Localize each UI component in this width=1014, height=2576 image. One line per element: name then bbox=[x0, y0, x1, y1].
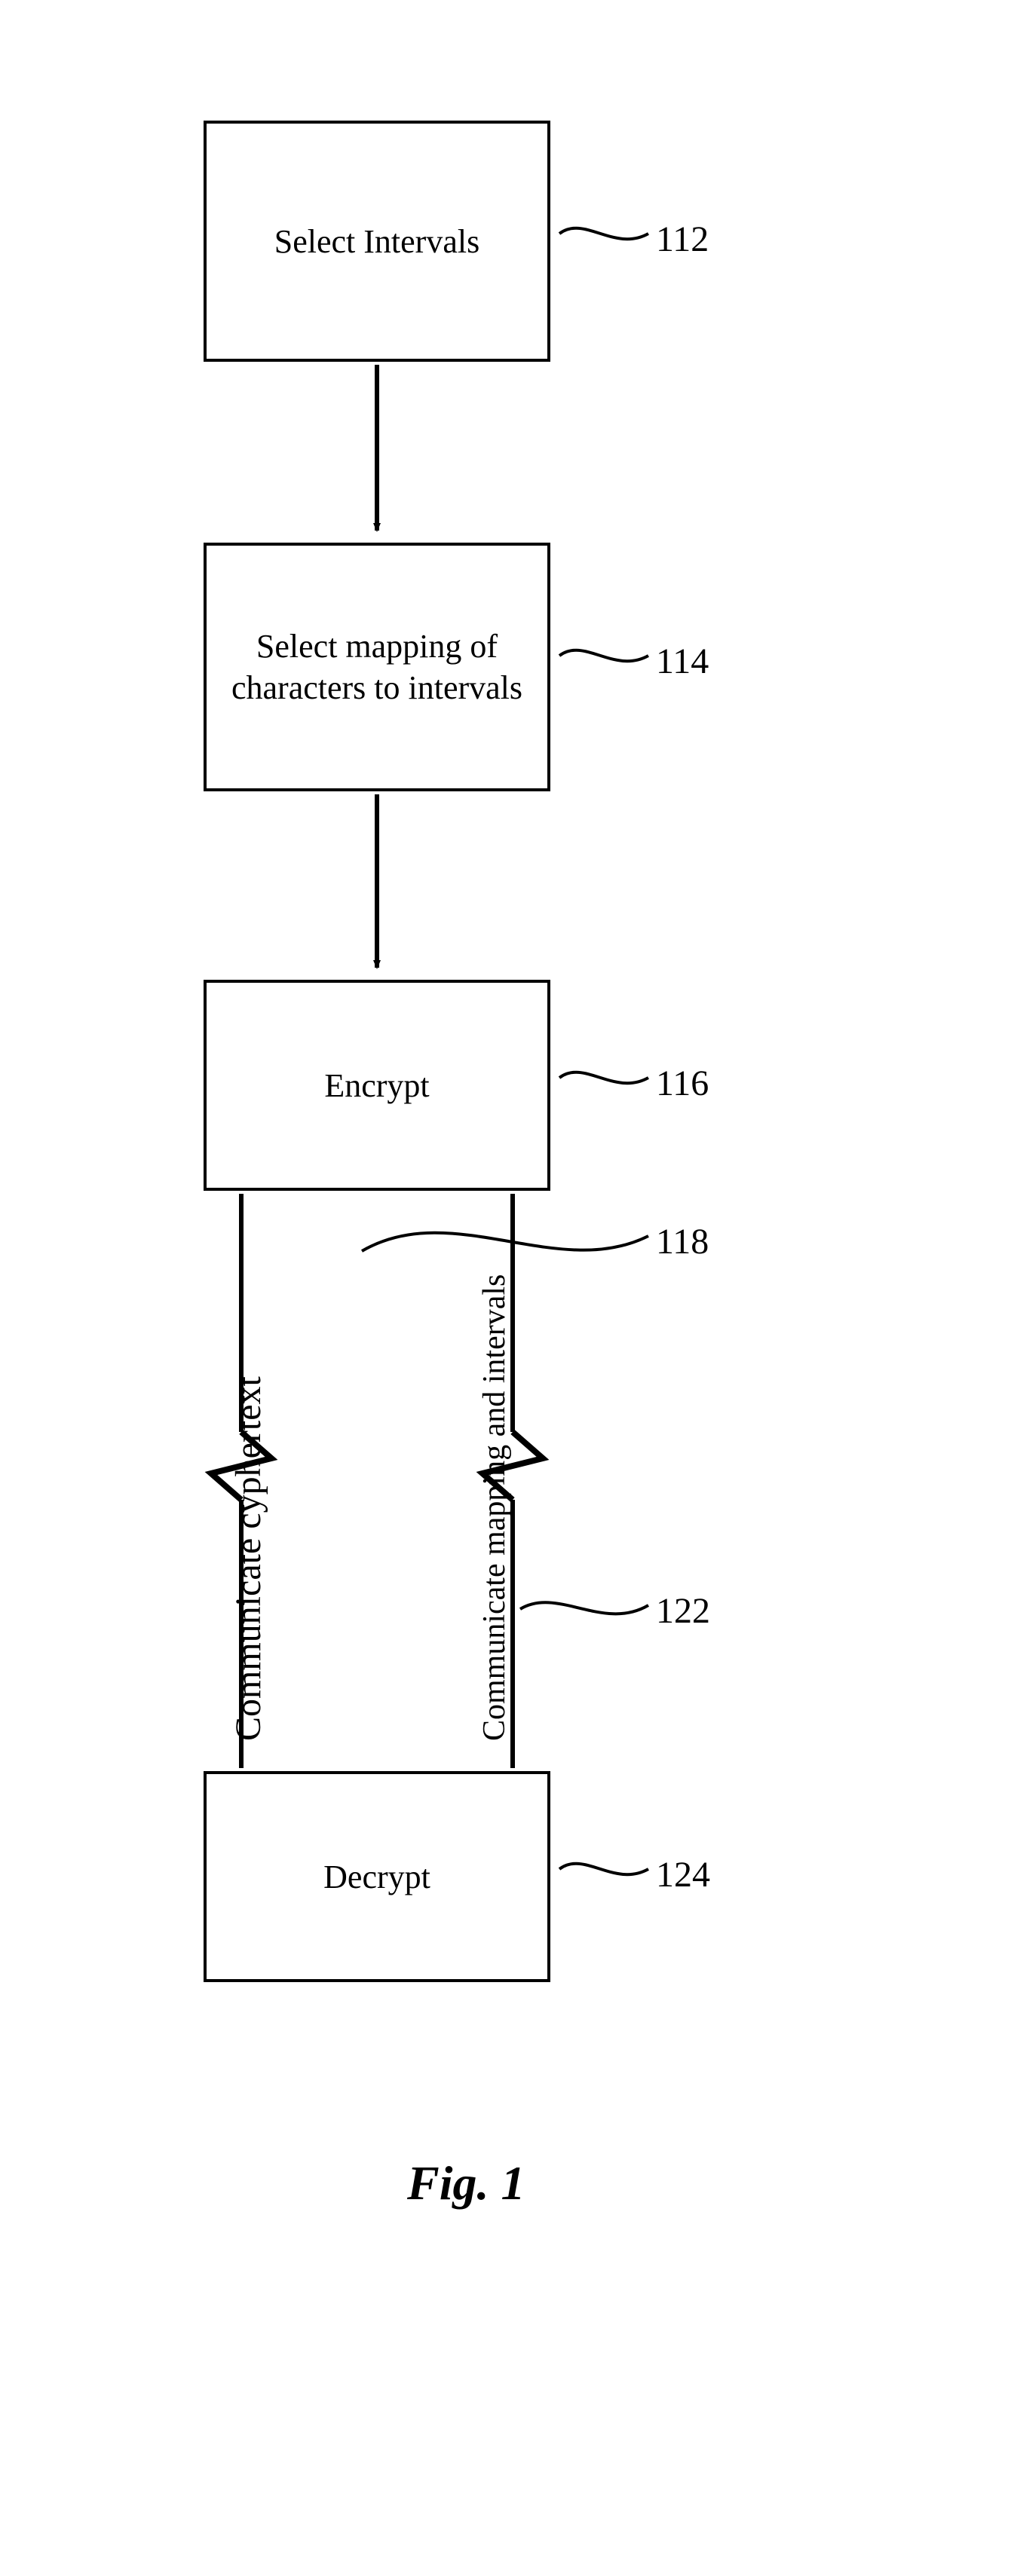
leader-124 bbox=[559, 1864, 648, 1874]
box-text: Select mapping of characters to interval… bbox=[222, 626, 532, 708]
ref-122: 122 bbox=[656, 1590, 710, 1632]
ref-116: 116 bbox=[656, 1063, 709, 1104]
leader-116 bbox=[559, 1072, 648, 1083]
box-text: Select Intervals bbox=[274, 221, 479, 262]
ref-112: 112 bbox=[656, 219, 709, 260]
box-decrypt: Decrypt bbox=[204, 1771, 550, 1982]
box-select-mapping: Select mapping of characters to interval… bbox=[204, 543, 550, 791]
figure-caption: Fig. 1 bbox=[407, 2155, 525, 2211]
ref-124: 124 bbox=[656, 1854, 710, 1895]
box-text: Encrypt bbox=[324, 1065, 429, 1106]
ref-114: 114 bbox=[656, 641, 709, 682]
box-select-intervals: Select Intervals bbox=[204, 121, 550, 362]
comm-cyphertext-label: Communicate cyphertext bbox=[228, 1376, 269, 1741]
leader-114 bbox=[559, 650, 648, 661]
box-encrypt: Encrypt bbox=[204, 980, 550, 1191]
ref-118: 118 bbox=[656, 1221, 709, 1262]
leader-122 bbox=[520, 1602, 648, 1614]
box-text: Decrypt bbox=[323, 1856, 430, 1898]
comm-mapping-label: Communicate mapping and intervals bbox=[476, 1274, 513, 1741]
leader-118 bbox=[362, 1233, 648, 1251]
leader-112 bbox=[559, 228, 648, 239]
